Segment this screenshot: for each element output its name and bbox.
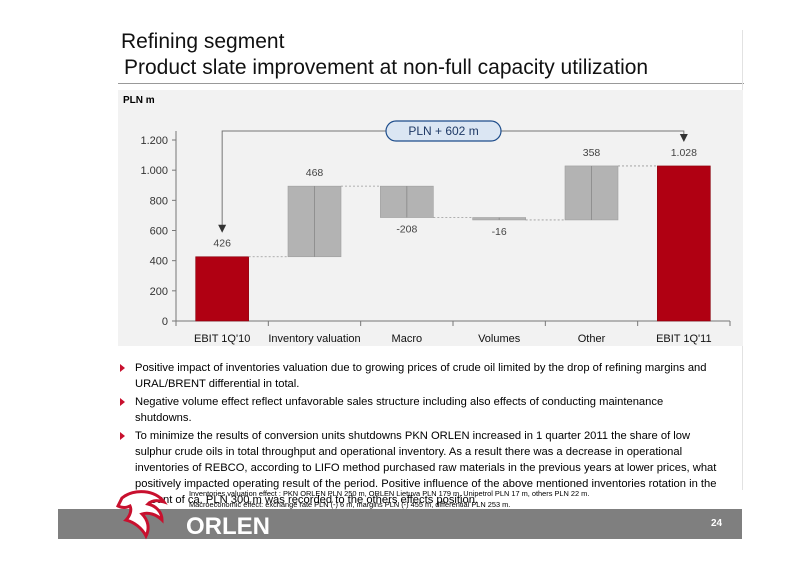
bullet-item: Negative volume effect reflect unfavorab… xyxy=(120,394,720,426)
x-category-label: Other xyxy=(578,333,606,345)
footnote-inventory: Inventories valuation effect : PKN ORLEN… xyxy=(189,489,590,498)
bar-value-label: 468 xyxy=(306,167,324,179)
bar-value-label: 1.028 xyxy=(671,147,697,159)
y-tick-label: 800 xyxy=(150,195,168,207)
bar-0 xyxy=(195,256,249,322)
annotation-label: PLN + 602 m xyxy=(408,124,478,138)
bullet-arrow-icon xyxy=(120,398,125,406)
bar-value-label: 358 xyxy=(583,147,601,159)
orlen-logo: ORLEN xyxy=(115,490,270,540)
chart-unit-label: PLN m xyxy=(123,95,155,106)
arrow-down-icon xyxy=(218,224,227,233)
bar-value-label: -208 xyxy=(396,224,417,236)
eagle-icon xyxy=(115,490,168,540)
x-category-label: Volumes xyxy=(478,333,521,345)
annotation-badge xyxy=(385,120,502,142)
bullet-list: Positive impact of inventories valuation… xyxy=(120,360,720,510)
arrow-down-icon xyxy=(679,133,688,142)
brand-text: ORLEN xyxy=(186,513,270,540)
footnote-macro: Macroeconomic effect: exchange rate PLN … xyxy=(189,500,511,509)
footnotes: Inventories valuation effect : PKN ORLEN… xyxy=(189,488,709,510)
y-tick-label: 400 xyxy=(150,256,168,268)
y-tick-label: 1.200 xyxy=(140,135,168,147)
x-category-label: Macro xyxy=(392,333,423,345)
page-number: 24 xyxy=(711,518,723,529)
title-divider xyxy=(118,83,744,84)
bar-5 xyxy=(657,165,711,322)
footer-bar xyxy=(58,509,742,539)
bullet-arrow-icon xyxy=(120,432,125,440)
bullet-item: Positive impact of inventories valuation… xyxy=(120,360,720,392)
y-tick-label: 0 xyxy=(162,316,168,328)
y-tick-label: 200 xyxy=(150,286,168,298)
y-tick-label: 600 xyxy=(150,226,168,238)
bullet-text: Negative volume effect reflect unfavorab… xyxy=(135,396,664,424)
y-tick-label: 1.000 xyxy=(140,165,168,177)
bullet-text: To minimize the results of conversion un… xyxy=(135,430,717,506)
bullet-item: To minimize the results of conversion un… xyxy=(120,428,720,508)
page-subtitle: Product slate improvement at non-full ca… xyxy=(124,56,649,79)
bar-value-label: 426 xyxy=(213,238,231,250)
bullet-text: Positive impact of inventories valuation… xyxy=(135,362,707,390)
waterfall-chart: 0 200 400 600 800 1.000 1.200 426 EBIT 1Q'10 468 I… xyxy=(140,120,731,345)
x-category-label: EBIT 1Q'11 xyxy=(656,333,712,345)
bar-value-label: -16 xyxy=(492,226,507,238)
x-category-label: Inventory valuation xyxy=(268,333,360,345)
bullet-arrow-icon xyxy=(120,364,125,372)
page-title: Refining segment xyxy=(121,30,285,53)
x-category-label: EBIT 1Q'10 xyxy=(194,333,250,345)
